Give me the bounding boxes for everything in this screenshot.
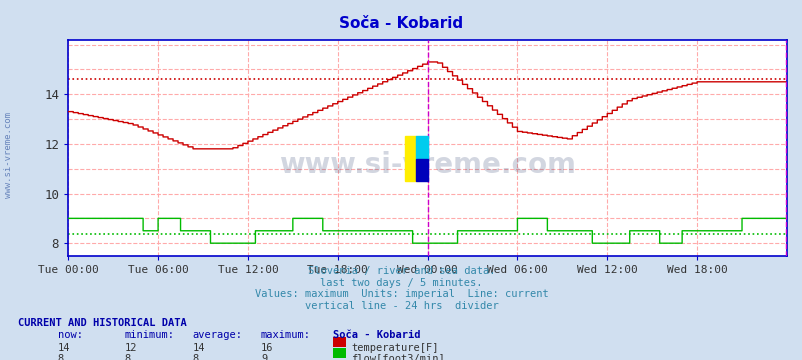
Text: average:: average: [192,330,242,341]
Bar [416,136,427,159]
Text: minimum:: minimum: [124,330,174,341]
Text: 8: 8 [124,354,131,360]
Text: 14: 14 [192,343,205,353]
Text: 9: 9 [261,354,267,360]
Bar [405,136,416,181]
Text: 8: 8 [58,354,64,360]
Text: last two days / 5 minutes.: last two days / 5 minutes. [320,278,482,288]
Text: Values: maximum  Units: imperial  Line: current: Values: maximum Units: imperial Line: cu… [254,289,548,300]
Text: 8: 8 [192,354,199,360]
Text: vertical line - 24 hrs  divider: vertical line - 24 hrs divider [304,301,498,311]
Text: maximum:: maximum: [261,330,310,341]
Bar [416,159,427,181]
Text: temperature[F]: temperature[F] [350,343,438,353]
Text: 16: 16 [261,343,273,353]
Text: 12: 12 [124,343,137,353]
Text: Soča - Kobarid: Soča - Kobarid [339,16,463,31]
Text: CURRENT AND HISTORICAL DATA: CURRENT AND HISTORICAL DATA [18,318,186,328]
Text: 14: 14 [58,343,71,353]
Text: www.si-vreme.com: www.si-vreme.com [279,151,575,179]
Text: Slovenia / river and sea data.: Slovenia / river and sea data. [307,266,495,276]
Text: now:: now: [58,330,83,341]
Text: flow[foot3/min]: flow[foot3/min] [350,354,444,360]
Text: Soča - Kobarid: Soča - Kobarid [333,330,420,341]
Text: www.si-vreme.com: www.si-vreme.com [3,112,13,198]
